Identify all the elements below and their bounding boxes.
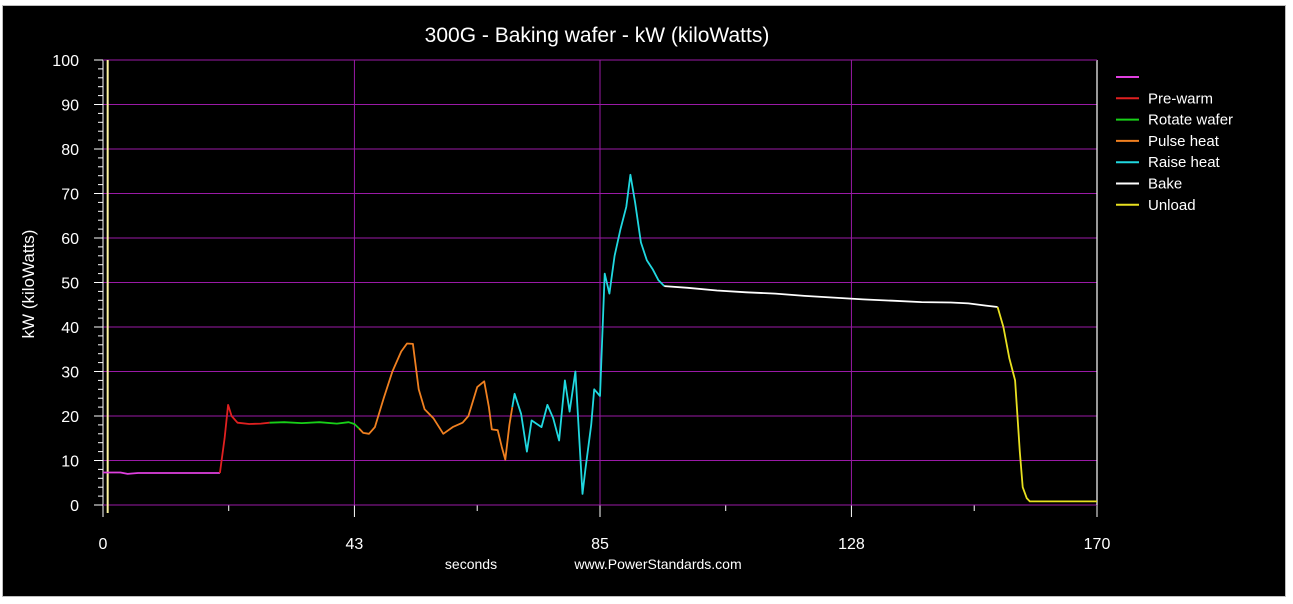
y-tick-label: 50 [61, 276, 79, 293]
series-line-unnamed [103, 471, 220, 475]
y-tick-label: 90 [61, 98, 79, 115]
line-chart: 300G - Baking wafer - kW (kiloWatts) kW … [19, 24, 1233, 572]
series-line-pre-warm [219, 403, 270, 474]
y-tick-label: 0 [70, 498, 79, 515]
y-tick-label: 80 [61, 142, 79, 159]
legend: Pre-warm Rotate wafer Pulse heat Raise heat… [1116, 76, 1233, 214]
y-tick-label: 40 [61, 320, 79, 337]
chart-panel: 300G - Baking wafer - kW (kiloWatts) kW … [2, 5, 1286, 597]
legend-label: Unload [1148, 197, 1196, 214]
legend-label: Rotate wafer [1148, 112, 1233, 129]
y-tick-label: 10 [61, 454, 79, 471]
legend-label: Pre-warm [1148, 90, 1213, 107]
grid [103, 59, 1098, 506]
y-tick-label: 70 [61, 187, 79, 204]
x-tick-label: 170 [1084, 536, 1111, 553]
series-line-pulse-heat [358, 342, 514, 461]
series-lines [103, 173, 1097, 503]
footer-url: www.PowerStandards.com [573, 556, 741, 572]
x-axis-label: seconds [445, 556, 497, 572]
legend-label: Pulse heat [1148, 133, 1220, 150]
y-tick-label: 60 [61, 231, 79, 248]
x-tick-label: 43 [346, 536, 364, 553]
x-tick-label: 128 [838, 536, 865, 553]
x-tick-label: 0 [99, 536, 108, 553]
series-line-bake [664, 285, 998, 308]
legend-label: Raise heat [1148, 154, 1221, 171]
series-line-unload [996, 306, 1097, 503]
y-tick-label: 20 [61, 409, 79, 426]
series-line-raise-heat [511, 173, 665, 495]
legend-label: Bake [1148, 176, 1182, 193]
chart-title: 300G - Baking wafer - kW (kiloWatts) [425, 24, 770, 47]
axes: 0 10 20 30 40 50 60 70 80 90 100 0 43 85 128 170 [52, 53, 1110, 553]
series-line-rotate-wafer [269, 421, 360, 430]
x-tick-label: 85 [591, 536, 609, 553]
y-tick-label: 100 [52, 53, 79, 70]
y-tick-label: 30 [61, 365, 79, 382]
y-axis-label: kW (kiloWatts) [19, 230, 38, 339]
